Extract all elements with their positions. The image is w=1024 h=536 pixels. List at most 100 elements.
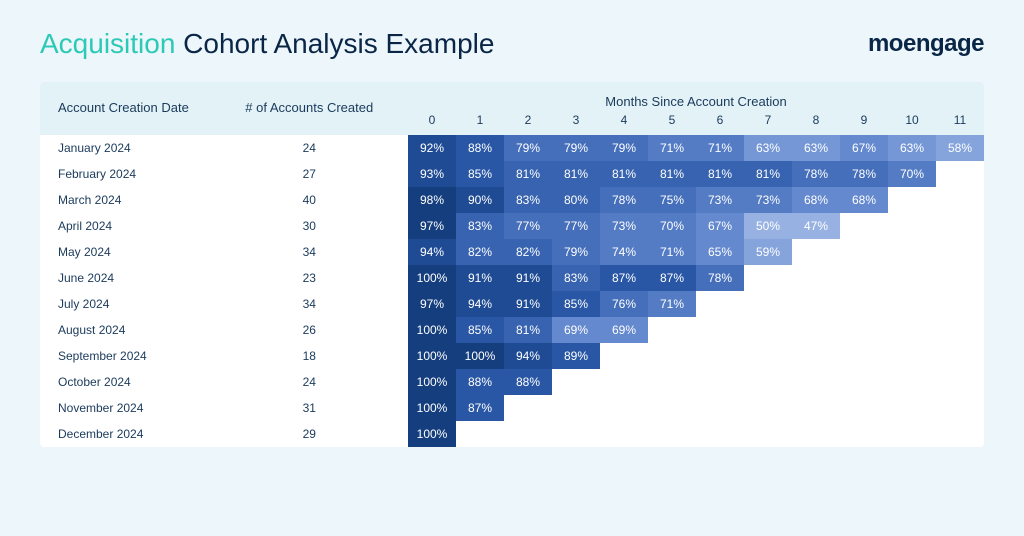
empty-cell — [840, 369, 888, 395]
empty-cell — [792, 369, 840, 395]
row-date-label: March 2024 — [40, 187, 231, 213]
retention-cell: 87% — [456, 395, 504, 421]
retention-cell: 81% — [504, 161, 552, 187]
empty-cell — [504, 395, 552, 421]
retention-cell: 63% — [888, 135, 936, 161]
retention-cell: 88% — [456, 369, 504, 395]
retention-cell: 68% — [840, 187, 888, 213]
header-month-7: 7 — [744, 111, 792, 135]
empty-cell — [792, 343, 840, 369]
retention-cell: 71% — [648, 291, 696, 317]
empty-cell — [936, 161, 984, 187]
retention-cell: 100% — [408, 265, 456, 291]
table-row: July 20243497%94%91%85%76%71% — [40, 291, 984, 317]
header-month-1: 1 — [456, 111, 504, 135]
header-month-6: 6 — [696, 111, 744, 135]
table-row: February 20242793%85%81%81%81%81%81%81%7… — [40, 161, 984, 187]
retention-cell: 77% — [552, 213, 600, 239]
row-date-label: November 2024 — [40, 395, 231, 421]
row-date-label: December 2024 — [40, 421, 231, 447]
header-count: # of Accounts Created — [231, 82, 408, 135]
empty-cell — [504, 421, 552, 447]
retention-cell: 67% — [840, 135, 888, 161]
retention-cell: 89% — [552, 343, 600, 369]
empty-cell — [936, 291, 984, 317]
retention-cell: 71% — [648, 135, 696, 161]
retention-cell: 77% — [504, 213, 552, 239]
retention-cell: 98% — [408, 187, 456, 213]
empty-cell — [744, 421, 792, 447]
header-month-8: 8 — [792, 111, 840, 135]
retention-cell: 100% — [408, 421, 456, 447]
empty-cell — [792, 395, 840, 421]
empty-cell — [888, 213, 936, 239]
empty-cell — [600, 343, 648, 369]
retention-cell: 81% — [648, 161, 696, 187]
retention-cell: 81% — [744, 161, 792, 187]
row-accounts-count: 34 — [231, 291, 408, 317]
retention-cell: 83% — [504, 187, 552, 213]
row-date-label: January 2024 — [40, 135, 231, 161]
retention-cell: 75% — [648, 187, 696, 213]
empty-cell — [936, 343, 984, 369]
empty-cell — [696, 343, 744, 369]
empty-cell — [648, 317, 696, 343]
empty-cell — [744, 265, 792, 291]
retention-cell: 85% — [456, 317, 504, 343]
row-accounts-count: 18 — [231, 343, 408, 369]
empty-cell — [888, 395, 936, 421]
empty-cell — [840, 421, 888, 447]
empty-cell — [840, 291, 888, 317]
retention-cell: 47% — [792, 213, 840, 239]
row-date-label: August 2024 — [40, 317, 231, 343]
table-row: December 202429100% — [40, 421, 984, 447]
row-accounts-count: 30 — [231, 213, 408, 239]
header-month-9: 9 — [840, 111, 888, 135]
empty-cell — [840, 239, 888, 265]
table-row: November 202431100%87% — [40, 395, 984, 421]
retention-cell: 80% — [552, 187, 600, 213]
empty-cell — [840, 213, 888, 239]
empty-cell — [936, 395, 984, 421]
retention-cell: 81% — [696, 161, 744, 187]
empty-cell — [936, 239, 984, 265]
empty-cell — [936, 421, 984, 447]
empty-cell — [936, 369, 984, 395]
retention-cell: 79% — [552, 239, 600, 265]
header-month-2: 2 — [504, 111, 552, 135]
empty-cell — [840, 317, 888, 343]
retention-cell: 70% — [648, 213, 696, 239]
empty-cell — [792, 239, 840, 265]
empty-cell — [744, 395, 792, 421]
row-accounts-count: 24 — [231, 135, 408, 161]
retention-cell: 94% — [504, 343, 552, 369]
empty-cell — [792, 291, 840, 317]
retention-cell: 83% — [552, 265, 600, 291]
empty-cell — [888, 265, 936, 291]
retention-cell: 100% — [456, 343, 504, 369]
retention-cell: 76% — [600, 291, 648, 317]
retention-cell: 83% — [456, 213, 504, 239]
header-months-super: Months Since Account Creation — [408, 82, 984, 111]
title-accent: Acquisition — [40, 28, 175, 59]
empty-cell — [552, 395, 600, 421]
empty-cell — [888, 317, 936, 343]
header-month-0: 0 — [408, 111, 456, 135]
empty-cell — [744, 317, 792, 343]
retention-cell: 78% — [600, 187, 648, 213]
retention-cell: 100% — [408, 317, 456, 343]
empty-cell — [600, 421, 648, 447]
retention-cell: 69% — [552, 317, 600, 343]
retention-cell: 92% — [408, 135, 456, 161]
row-accounts-count: 24 — [231, 369, 408, 395]
brand-logo: moengage — [868, 30, 984, 58]
retention-cell: 94% — [456, 291, 504, 317]
retention-cell: 100% — [408, 395, 456, 421]
retention-cell: 81% — [504, 317, 552, 343]
row-accounts-count: 31 — [231, 395, 408, 421]
empty-cell — [648, 395, 696, 421]
empty-cell — [888, 239, 936, 265]
header-month-10: 10 — [888, 111, 936, 135]
retention-cell: 59% — [744, 239, 792, 265]
retention-cell: 87% — [648, 265, 696, 291]
